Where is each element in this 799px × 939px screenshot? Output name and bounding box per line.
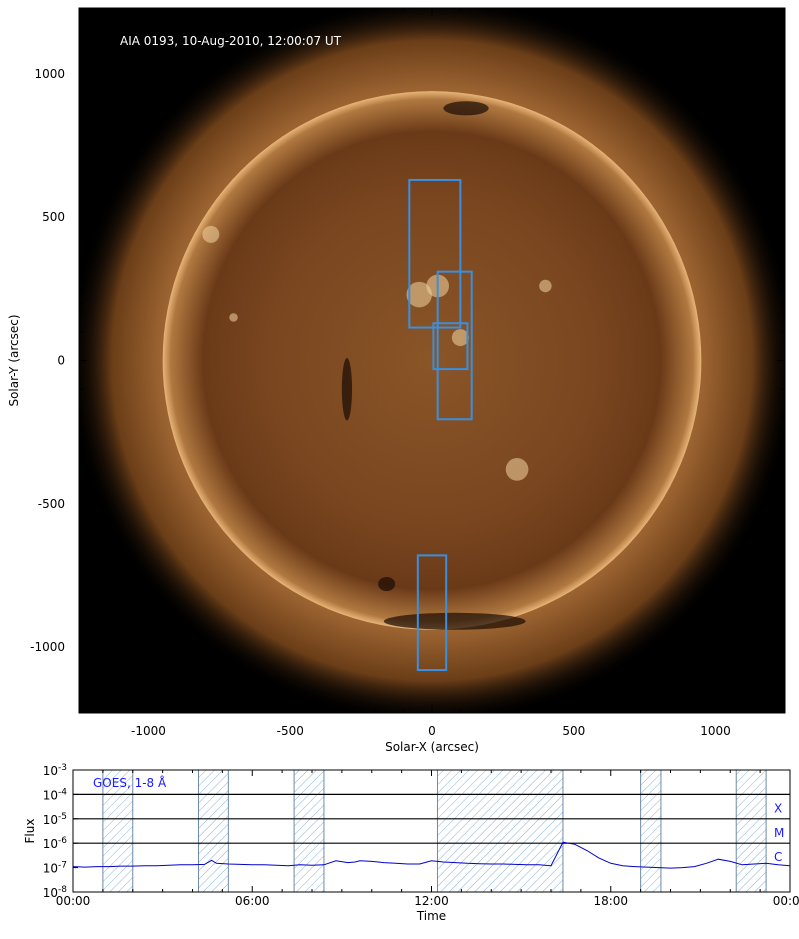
shaded-interval-3 — [293, 770, 325, 892]
bright-region-5 — [202, 225, 220, 243]
region-box-3 — [432, 322, 469, 371]
goes-flux-line — [73, 841, 790, 869]
image-ticks: -1000 -500 0 500 1000 -1000 -500 0 500 1000 — [30, 8, 785, 738]
dark-region-0 — [341, 357, 353, 421]
solar-image-panel: -1000 -500 0 500 1000 -1000 -500 0 500 1000 AIA 0… — [7, 7, 786, 754]
dark-region-3 — [383, 612, 526, 630]
goes-ticks: 00:00 06:00 12:00 18:00 00:00 10-3 10-4 10-5 10-… — [43, 763, 799, 908]
bright-region-4 — [505, 458, 529, 481]
dark-region-1 — [378, 576, 396, 592]
goes-plot-background — [73, 770, 790, 892]
dark-region-2 — [443, 101, 489, 116]
goes-legend: GOES, 1-8 Å — [93, 775, 167, 790]
class-label-M: M — [774, 826, 784, 840]
image-annotation: AIA 0193, 10-Aug-2010, 12:00:07 UT — [120, 34, 342, 48]
goes-y-axis-label: Flux — [23, 819, 37, 844]
region-boxes — [408, 178, 473, 672]
x-tick-label: -1000 — [131, 724, 166, 738]
goes-y-tick-label: 10-7 — [43, 861, 67, 876]
goes-y-tick-label: 10-4 — [43, 787, 68, 802]
bright-region-3 — [539, 279, 552, 293]
x-tick-label: -500 — [277, 724, 304, 738]
region-box-1 — [408, 178, 462, 329]
disk-features — [202, 101, 552, 630]
y-tick-label: 500 — [42, 210, 65, 224]
x-axis-label: Solar-X (arcsec) — [385, 740, 479, 754]
goes-x-tick-label: 06:00 — [235, 894, 270, 908]
goes-panel: 00:00 06:00 12:00 18:00 00:00 10-3 10-4 10-5 10-… — [23, 763, 799, 923]
x-tick-label: 500 — [562, 724, 585, 738]
y-tick-label: 0 — [57, 354, 65, 368]
x-tick-label: 1000 — [700, 724, 731, 738]
class-label-X: X — [774, 801, 782, 815]
solar-disk — [162, 91, 702, 630]
bright-region-2 — [451, 329, 469, 347]
region-box-4 — [416, 554, 448, 672]
shaded-intervals — [102, 770, 767, 892]
goes-y-tick-label: 10-3 — [43, 763, 67, 778]
y-tick-label: -1000 — [30, 640, 65, 654]
shaded-interval-1 — [102, 770, 134, 892]
goes-y-tick-label: 10-5 — [43, 812, 67, 827]
class-level-lines — [73, 793, 790, 844]
goes-x-axis-label: Time — [416, 909, 446, 923]
class-label-C: C — [774, 850, 782, 864]
bright-region-6 — [229, 313, 238, 322]
class-labels: XMC — [774, 801, 784, 864]
x-tick-label: 0 — [428, 724, 436, 738]
goes-x-tick-label: 00:00 — [773, 894, 799, 908]
goes-y-tick-label: 10-8 — [43, 885, 68, 900]
shaded-interval-4 — [436, 770, 564, 892]
goes-x-tick-label: 18:00 — [593, 894, 628, 908]
y-tick-label: -500 — [38, 497, 65, 511]
goes-x-tick-label: 00:00 — [56, 894, 91, 908]
region-box-2 — [436, 270, 473, 421]
bright-region-0 — [406, 281, 432, 308]
y-axis-label: Solar-Y (arcsec) — [7, 314, 21, 406]
shaded-interval-2 — [197, 770, 229, 892]
shaded-interval-6 — [735, 770, 767, 892]
goes-x-tick-label: 12:00 — [414, 894, 449, 908]
y-tick-label: 1000 — [34, 67, 65, 81]
shaded-interval-5 — [640, 770, 662, 892]
goes-y-tick-label: 10-6 — [43, 836, 68, 851]
